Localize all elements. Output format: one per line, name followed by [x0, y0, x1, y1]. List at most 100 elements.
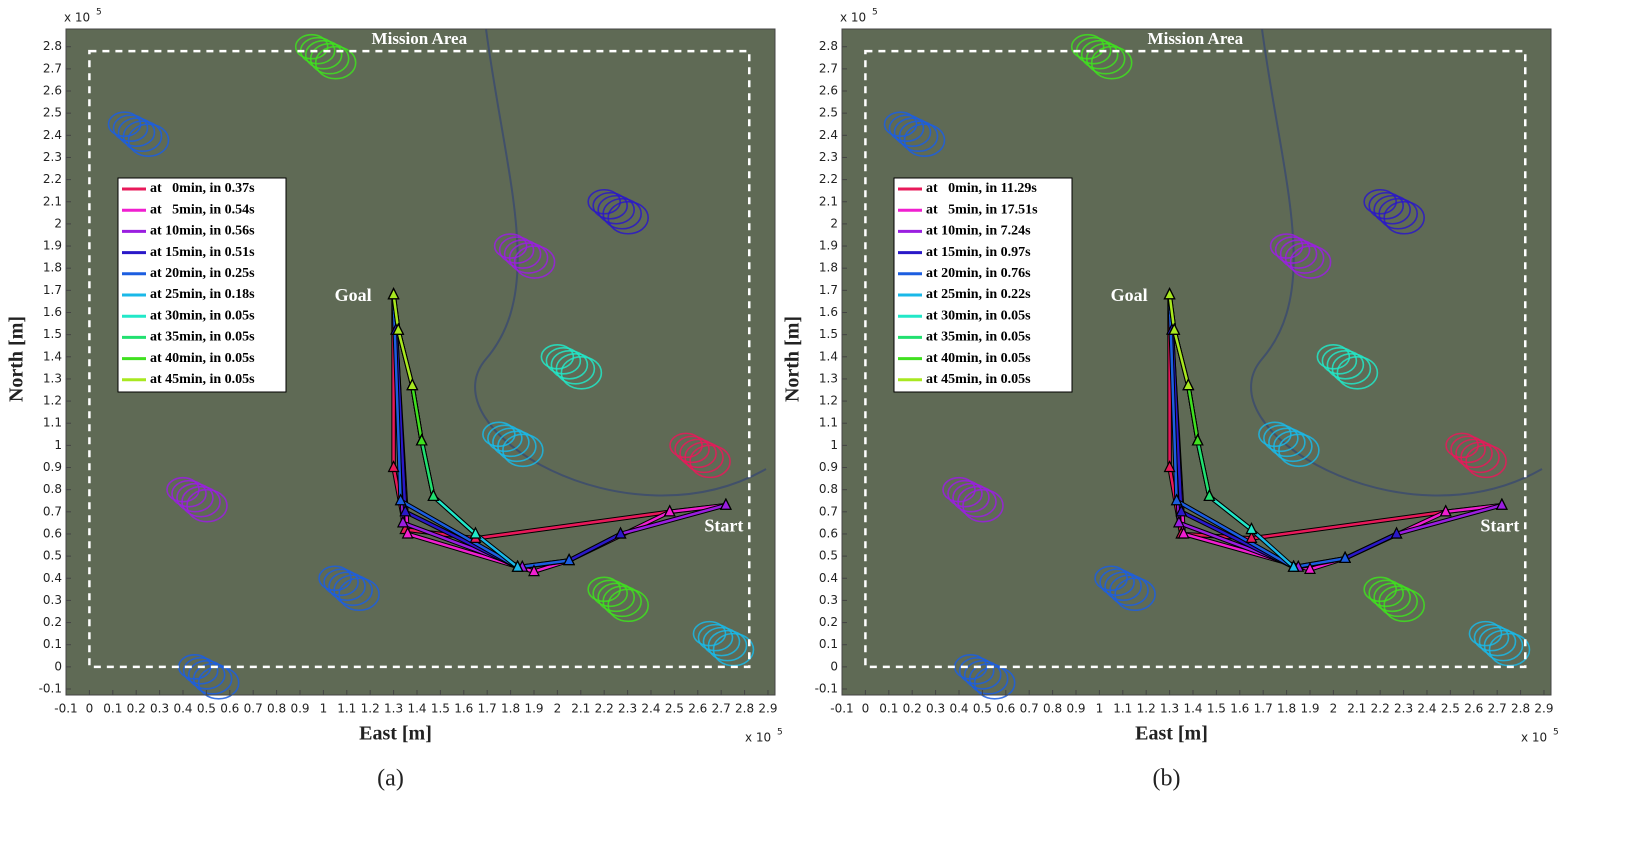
y-tick-label: 2.5	[819, 106, 838, 120]
x-tick-label: 2.2	[1371, 702, 1390, 716]
weather-cell	[1383, 200, 1425, 235]
map-river-decor	[1250, 28, 1543, 497]
weather-cell	[1085, 42, 1126, 75]
weather-cell	[314, 45, 357, 80]
weather-cell	[963, 660, 1002, 690]
y-tick-label: 0.4	[43, 571, 62, 585]
weather-cell	[1321, 346, 1358, 375]
weather-cell	[689, 444, 731, 479]
axis-multiplier: x 10	[64, 11, 90, 25]
x-tick-label: 1.9	[524, 702, 543, 716]
waypoint	[1163, 460, 1176, 473]
weather-cell	[942, 476, 976, 503]
weather-cell	[684, 441, 724, 474]
waypoint	[1245, 522, 1258, 535]
y-tick-label: 1.6	[43, 305, 62, 319]
waypoint	[1339, 550, 1352, 563]
y-tick-label: 2.6	[43, 84, 62, 98]
annotation: Start	[1480, 515, 1519, 535]
weather-cell	[513, 245, 556, 279]
x-tick-label: 1.5	[1207, 702, 1226, 716]
y-tick-label: 0	[54, 659, 62, 673]
y-tick-label: 2.7	[819, 61, 838, 75]
y-tick-label: 1.1	[819, 416, 838, 430]
weather-cell	[166, 476, 200, 503]
x-tick-label: 1.3	[384, 702, 403, 716]
y-tick-label: 1	[830, 438, 838, 452]
weather-cell	[1478, 626, 1517, 657]
panel: -0.1 0 0.1 0.2 0.3 0.4 0.5 0.6 0.7 0.8 0.9 1 1.1 1.2 1…	[6, 8, 783, 792]
legend-label: at 20min, in 0.76s	[926, 266, 1031, 281]
x-tick-label: 0	[86, 702, 94, 716]
x-tick-label: 1	[1096, 702, 1104, 716]
weather-cell	[1373, 582, 1411, 613]
weather-cell	[1465, 444, 1507, 479]
legend-label: at 20min, in 0.25s	[150, 266, 255, 281]
waypoint	[511, 559, 524, 572]
weather-cell	[497, 430, 537, 463]
waypoint	[1168, 322, 1181, 335]
weather-cell	[182, 657, 219, 685]
waypoint	[1163, 287, 1176, 300]
y-tick-label: 0.9	[819, 460, 838, 474]
weather-cell	[1263, 424, 1299, 453]
legend-label: at 15min, in 0.97s	[926, 245, 1031, 260]
weather-cell	[482, 421, 516, 448]
waypoint	[1172, 515, 1185, 528]
legend-label: at 10min, in 7.24s	[926, 224, 1031, 239]
weather-cell	[888, 114, 925, 143]
x-tick-label: 2.3	[618, 702, 637, 716]
y-tick-label: 0.6	[43, 526, 62, 540]
weather-cell	[587, 188, 621, 215]
legend-label: at 45min, in 0.05s	[926, 372, 1031, 387]
y-tick-label: 0.5	[819, 549, 838, 563]
y-tick-label: 2	[54, 216, 62, 230]
x-tick-label: 0.2	[903, 702, 922, 716]
weather-cell	[1336, 355, 1379, 390]
axis-multiplier: x 10	[1521, 731, 1547, 745]
weather-cell	[602, 585, 642, 618]
axis-multiplier-exponent: 5	[872, 8, 878, 18]
y-tick-label: 1.9	[43, 239, 62, 253]
x-tick-label: 2.8	[735, 702, 754, 716]
legend-label: at 5min, in 0.54s	[150, 202, 255, 217]
weather-cell	[187, 660, 226, 690]
weather-cell	[679, 438, 717, 469]
weather-cell	[192, 663, 233, 695]
axis-multiplier-exponent: 5	[96, 8, 102, 18]
axis-multiplier-exponent: 5	[777, 728, 783, 738]
weather-cell	[697, 623, 734, 652]
y-tick-label: 0.7	[43, 504, 62, 518]
y-tick-label: 1.6	[819, 305, 838, 319]
weather-cell	[186, 488, 228, 523]
waypoint	[1245, 531, 1258, 543]
x-tick-label: 1.1	[1113, 702, 1132, 716]
legend-box	[117, 177, 287, 393]
plot-frame	[841, 28, 1552, 696]
x-tick-label: 0.7	[244, 702, 263, 716]
y-tick-label: 1	[54, 438, 62, 452]
weather-cell	[893, 117, 932, 148]
weather-cell	[1483, 629, 1524, 662]
weather-cell	[1289, 245, 1332, 279]
weather-cell	[947, 479, 983, 508]
y-tick-label: 0.6	[819, 526, 838, 540]
y-tick-label: 1.3	[43, 371, 62, 385]
waypoint	[396, 515, 409, 528]
x-tick-label: 2.1	[571, 702, 590, 716]
weather-cell	[1378, 585, 1418, 618]
x-tick-label: 0.6	[996, 702, 1015, 716]
y-tick-label: 1.4	[43, 349, 62, 363]
weather-cell	[1326, 349, 1365, 380]
weather-cell	[493, 233, 528, 259]
legend-label: at 25min, in 0.22s	[926, 287, 1031, 302]
waypoint	[399, 504, 412, 517]
weather-cell	[508, 242, 549, 274]
x-tick-label: 1.7	[1254, 702, 1273, 716]
weather-cell	[1373, 194, 1411, 225]
y-tick-label: -0.1	[39, 682, 62, 696]
x-tick-label: 2.8	[1511, 702, 1530, 716]
axis-multiplier: x 10	[840, 11, 866, 25]
y-tick-label: -0.1	[815, 682, 838, 696]
